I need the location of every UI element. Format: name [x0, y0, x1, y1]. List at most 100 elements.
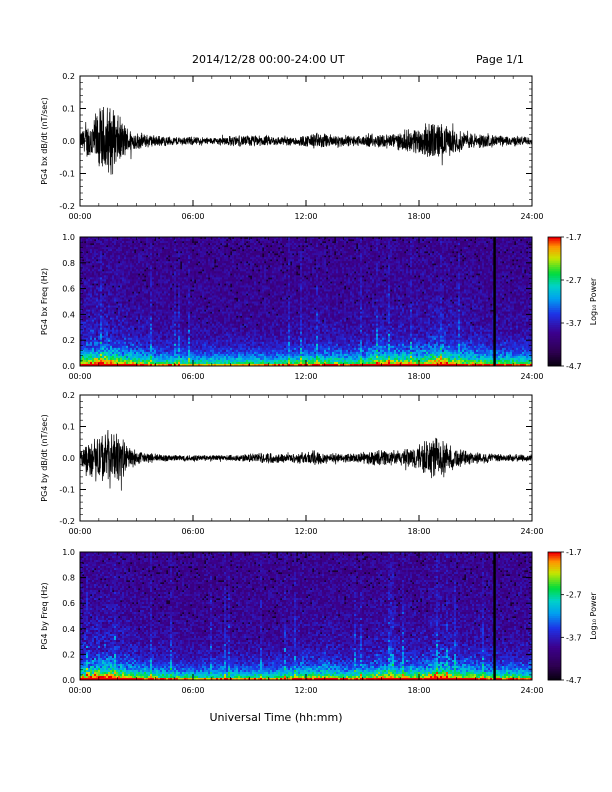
spectrogram-cell: [108, 273, 110, 275]
spectrogram-cell: [116, 281, 118, 283]
spectrogram-cell: [224, 322, 226, 324]
spectrogram-cell: [224, 334, 226, 336]
spectrogram-cell: [216, 354, 218, 356]
spectrogram-cell: [200, 247, 202, 249]
spectrogram-cell: [128, 265, 130, 267]
spectrogram-cell: [96, 318, 98, 320]
spectrogram-cell: [88, 267, 90, 269]
spectrogram-cell: [98, 265, 100, 267]
spectrogram-cell: [96, 312, 98, 314]
spectrogram-cell: [106, 342, 108, 344]
spectrogram-cell: [160, 322, 162, 324]
spectrogram-cell: [102, 285, 104, 287]
spectrogram-cell: [128, 295, 130, 297]
spectrogram-cell: [106, 293, 108, 295]
spectrogram-cell: [128, 253, 130, 255]
spectrogram-cell: [162, 314, 164, 316]
spectrogram-cell: [194, 332, 196, 334]
spectrogram-cell: [124, 259, 126, 261]
spectrogram-cell: [182, 320, 184, 322]
spectrogram-cell: [104, 299, 106, 301]
spectrogram-cell: [224, 259, 226, 261]
spectrogram-cell: [112, 279, 114, 281]
spectrogram-cell: [124, 314, 126, 316]
spectrogram-cell: [232, 289, 234, 291]
spectrogram-cell: [98, 306, 100, 308]
spectrogram-cell: [118, 295, 120, 297]
spectrogram-cell: [172, 281, 174, 283]
spectrogram-cell: [190, 346, 192, 348]
spectrogram-cell: [168, 257, 170, 259]
spectrogram-cell: [220, 356, 222, 358]
spectrogram-cell: [146, 261, 148, 263]
spectrogram-cell: [164, 356, 166, 358]
spectrogram-cell: [232, 320, 234, 322]
spectrogram-cell: [212, 324, 214, 326]
spectrogram-cell: [182, 302, 184, 304]
spectrogram-cell: [224, 338, 226, 340]
spectrogram-cell: [128, 267, 130, 269]
spectrogram-cell: [90, 245, 92, 247]
spectrogram-cell: [172, 316, 174, 318]
spectrogram-cell: [128, 318, 130, 320]
spectrogram-cell: [232, 269, 234, 271]
spectrogram-cell: [112, 295, 114, 297]
spectrogram-cell: [188, 287, 190, 289]
y-axis-label: PG4 bx dB/dt (nT/sec): [40, 97, 49, 184]
spectrogram-cell: [222, 352, 224, 354]
spectrogram-cell: [156, 277, 158, 279]
spectrogram-cell: [198, 295, 200, 297]
spectrogram-cell: [130, 267, 132, 269]
spectrogram-cell: [90, 324, 92, 326]
spectrogram-cell: [172, 267, 174, 269]
spectrogram-cell: [166, 306, 168, 308]
spectrogram-cell: [178, 241, 180, 243]
spectrogram-cell: [206, 297, 208, 299]
spectrogram-cell: [202, 291, 204, 293]
spectrogram-cell: [130, 243, 132, 245]
spectrogram-cell: [114, 322, 116, 324]
spectrogram-cell: [180, 281, 182, 283]
spectrogram-cell: [134, 362, 136, 364]
spectrogram-cell: [204, 277, 206, 279]
spectrogram-cell: [192, 328, 194, 330]
spectrogram-cell: [200, 297, 202, 299]
spectrogram-cell: [116, 358, 118, 360]
spectrogram-cell: [86, 245, 88, 247]
spectrogram-cell: [98, 340, 100, 342]
spectrogram-cell: [130, 299, 132, 301]
spectrogram-cell: [174, 257, 176, 259]
spectrogram-cell: [218, 267, 220, 269]
spectrogram-cell: [168, 281, 170, 283]
spectrogram-cell: [170, 259, 172, 261]
spectrogram-cell: [168, 293, 170, 295]
spectrogram-cell: [232, 306, 234, 308]
spectrogram-cell: [198, 253, 200, 255]
spectrogram-cell: [206, 263, 208, 265]
spectrogram-cell: [132, 302, 134, 304]
spectrogram-cell: [108, 326, 110, 328]
spectrogram-cell: [212, 318, 214, 320]
spectrogram-cell: [110, 346, 112, 348]
spectrogram-cell: [144, 324, 146, 326]
spectrogram-cell: [84, 352, 86, 354]
spectrogram-cell: [198, 360, 200, 362]
spectrogram-cell: [116, 332, 118, 334]
spectrogram-cell: [204, 342, 206, 344]
spectrogram-cell: [194, 362, 196, 364]
spectrogram-cell: [156, 275, 158, 277]
spectrogram-cell: [160, 346, 162, 348]
spectrogram-cell: [170, 334, 172, 336]
spectrogram-cell: [212, 243, 214, 245]
spectrogram-cell: [208, 271, 210, 273]
spectrogram-cell: [108, 312, 110, 314]
spectrogram-cell: [218, 249, 220, 251]
spectrogram-cell: [122, 299, 124, 301]
spectrogram-cell: [140, 334, 142, 336]
spectrogram-cell: [140, 245, 142, 247]
spectrogram-cell: [174, 243, 176, 245]
spectrogram-cell: [138, 247, 140, 249]
spectrogram-cell: [96, 299, 98, 301]
spectrogram-cell: [98, 304, 100, 306]
spectrogram-cell: [196, 265, 198, 267]
